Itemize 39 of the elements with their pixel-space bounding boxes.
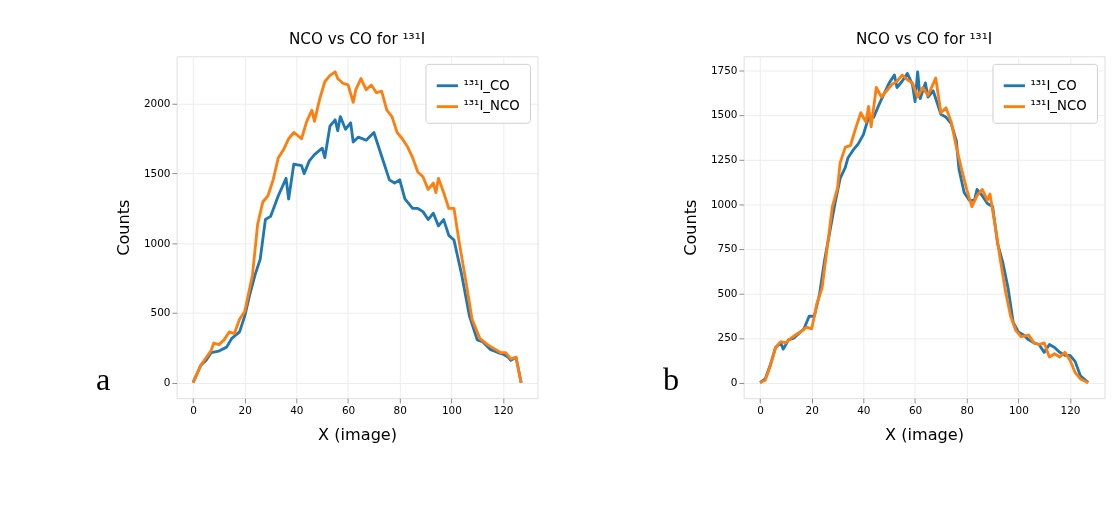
x-tick-label: 60 bbox=[341, 403, 356, 416]
y-tick-label: 1750 bbox=[710, 63, 738, 76]
y-tick-label: 2000 bbox=[143, 97, 171, 110]
x-tick-label: 80 bbox=[393, 403, 407, 416]
x-tick-label: 40 bbox=[857, 403, 871, 416]
legend-label: ¹³¹I_NCO bbox=[1030, 98, 1087, 114]
x-axis-title: X (image) bbox=[318, 424, 398, 444]
y-tick-label: 1000 bbox=[710, 197, 738, 210]
text: b bbox=[662, 360, 680, 397]
x-tick-label: 120 bbox=[1060, 403, 1081, 416]
legend-label: ¹³¹I_CO bbox=[1030, 77, 1077, 93]
x-tick-label: 80 bbox=[960, 403, 974, 416]
x-axis-title: X (image) bbox=[885, 424, 965, 444]
x-tick-label: 120 bbox=[493, 403, 514, 416]
y-tick-label: 1250 bbox=[710, 152, 738, 165]
x-tick-label: 20 bbox=[805, 403, 819, 416]
y-tick-label: 750 bbox=[717, 242, 738, 255]
x-tick-label: 0 bbox=[190, 403, 197, 416]
y-tick-label: 1000 bbox=[143, 236, 171, 249]
y-tick-label: 1500 bbox=[710, 108, 738, 121]
x-tick-label: 40 bbox=[290, 403, 304, 416]
y-tick-label: 0 bbox=[730, 376, 738, 388]
text: a bbox=[95, 360, 111, 397]
x-tick-label: 100 bbox=[441, 403, 462, 416]
y-tick-label: 0 bbox=[163, 375, 171, 388]
y-axis-title: Counts bbox=[113, 199, 133, 256]
chart-title: NCO vs CO for ¹³¹I bbox=[288, 29, 426, 48]
legend-label: ¹³¹I_NCO bbox=[463, 98, 520, 114]
x-tick-label: 0 bbox=[757, 403, 764, 416]
x-tick-label: 20 bbox=[238, 403, 252, 416]
chart-title: NCO vs CO for ¹³¹I bbox=[855, 29, 993, 48]
x-tick-label: 100 bbox=[1008, 403, 1029, 416]
y-tick-label: 500 bbox=[717, 286, 738, 299]
y-tick-label: 250 bbox=[717, 331, 738, 344]
y-axis-title: Counts bbox=[680, 199, 700, 256]
legend-label: ¹³¹I_CO bbox=[463, 77, 510, 93]
x-tick-label: 60 bbox=[908, 403, 923, 416]
y-tick-label: 500 bbox=[150, 306, 171, 319]
y-tick-label: 1500 bbox=[143, 166, 171, 179]
